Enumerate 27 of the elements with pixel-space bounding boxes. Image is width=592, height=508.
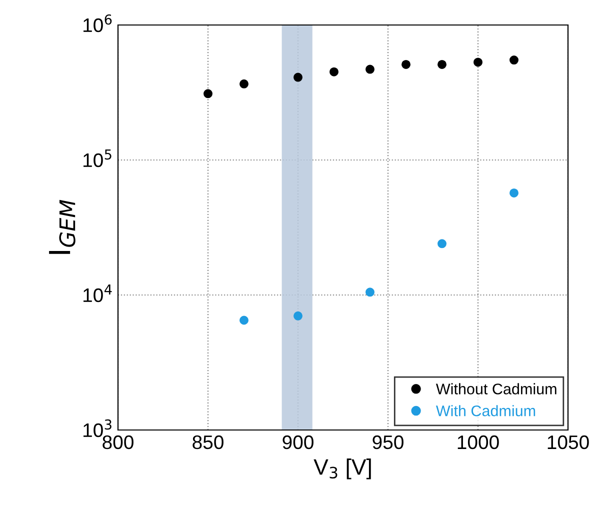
point [330,67,338,76]
x-tick-label: 850 [192,435,224,450]
point [510,188,518,198]
legend-label: With Cadmium [436,405,536,416]
point [240,79,248,88]
point [294,311,302,320]
point [294,72,302,82]
point [474,58,482,67]
x-tick-label: 900 [282,435,314,450]
point [366,288,374,297]
x-axis-title: V$_{3}$ [V] [314,458,371,480]
y-tick-label: 10$^{6}$ [84,14,112,32]
x-tick-label: 1000 [458,435,499,450]
x-tick-label: 800 [102,435,134,450]
point [366,64,374,74]
x-tick-label: 1050 [548,435,589,450]
point [240,316,248,325]
point [510,56,518,65]
point [402,60,410,69]
y-axis-title: I$_{GEM}$ [49,200,76,254]
point [438,239,446,248]
x-tick-label: 950 [372,435,404,450]
y-tick-label: 10$^{4}$ [84,284,112,302]
y-tick-label: 10$^{5}$ [84,150,112,168]
point [438,60,446,69]
legend-label: Without Cadmium [436,383,556,394]
point [204,89,212,98]
